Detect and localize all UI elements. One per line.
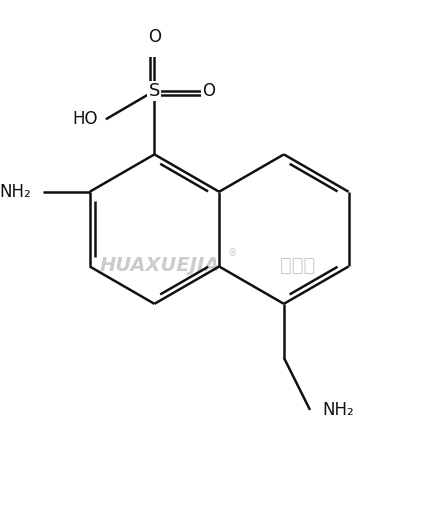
Text: S: S	[149, 82, 160, 100]
Text: HUAXUEJIA: HUAXUEJIA	[99, 255, 219, 275]
Text: NH₂: NH₂	[322, 401, 354, 419]
Text: ®: ®	[227, 248, 237, 258]
Text: 化学加: 化学加	[280, 255, 316, 275]
Text: HO: HO	[72, 110, 98, 128]
Text: O: O	[202, 82, 215, 100]
Text: O: O	[148, 28, 161, 46]
Text: NH₂: NH₂	[0, 183, 31, 201]
